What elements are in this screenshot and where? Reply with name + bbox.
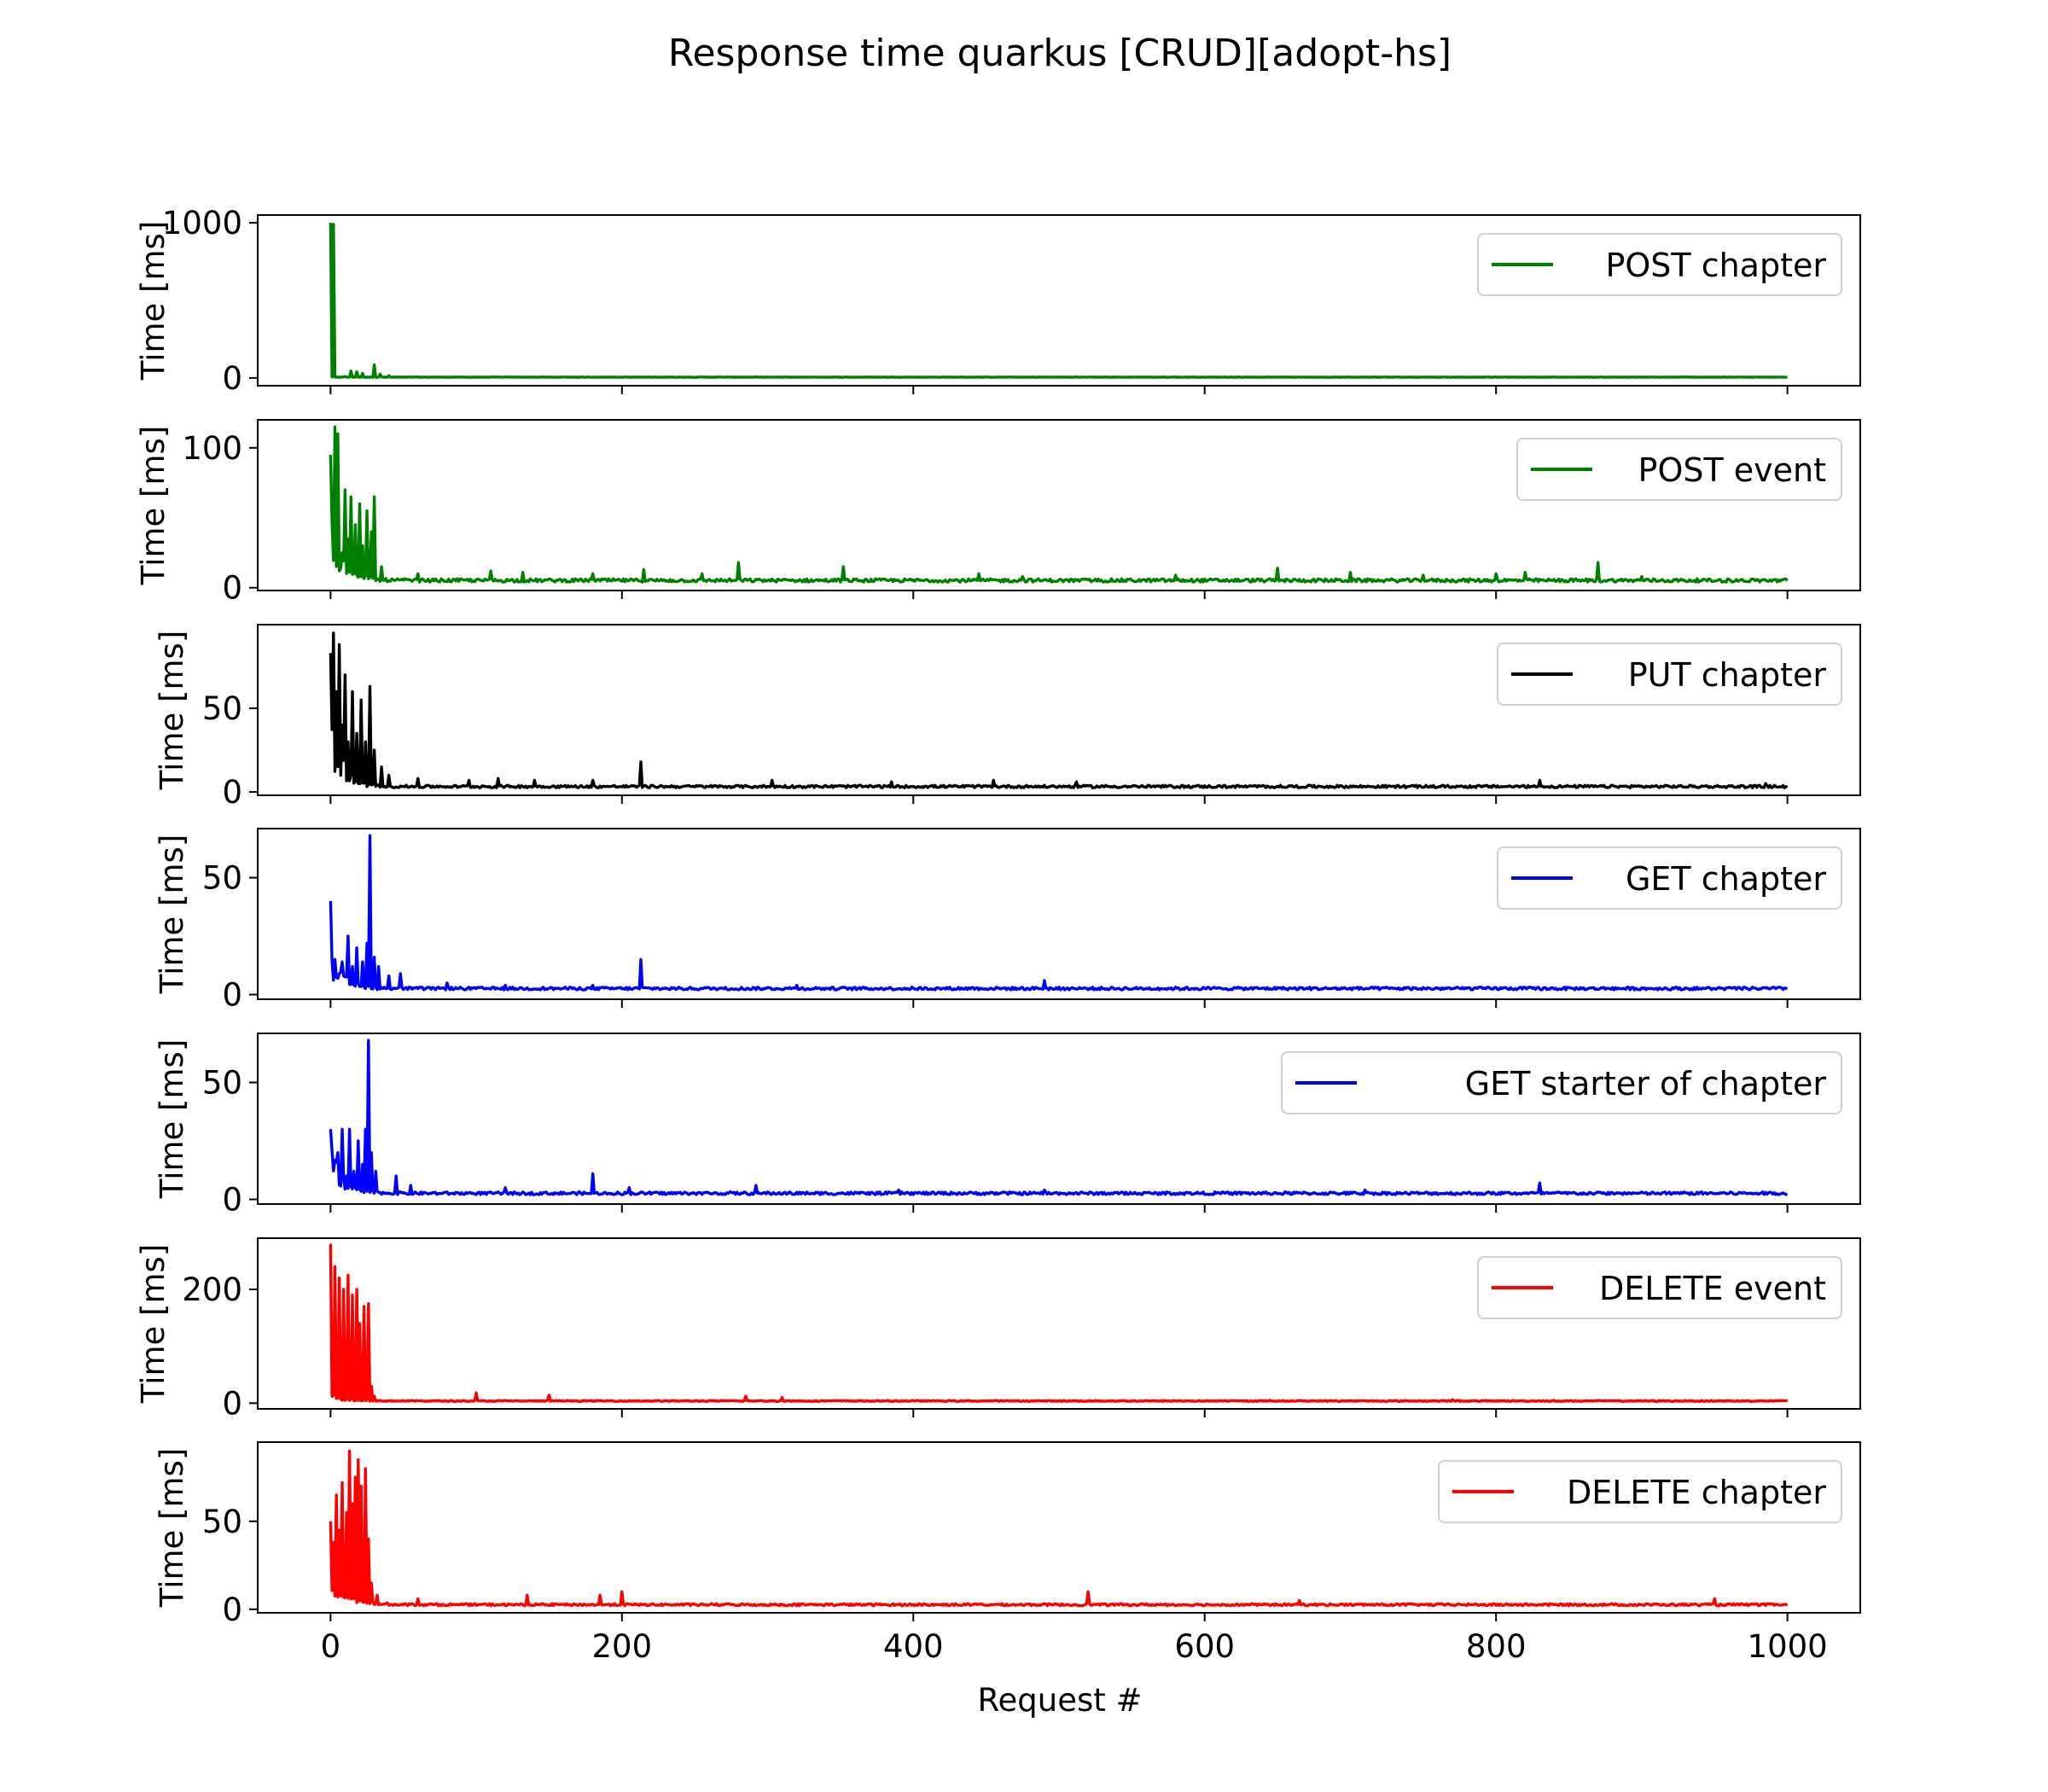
series-line bbox=[329, 223, 1788, 379]
legend: GET chapter bbox=[1497, 847, 1842, 910]
legend-label: GET starter of chapter bbox=[1465, 1065, 1827, 1103]
legend-label: POST event bbox=[1638, 451, 1826, 489]
y-tick-label: 1000 bbox=[162, 205, 242, 241]
x-tick-label: 800 bbox=[1466, 1628, 1527, 1665]
y-axis-label: Time [ms] bbox=[154, 1448, 190, 1609]
y-tick-label: 0 bbox=[222, 1385, 242, 1422]
y-tick-label: 0 bbox=[222, 1591, 242, 1628]
legend: POST event bbox=[1516, 438, 1842, 501]
y-tick-label: 0 bbox=[222, 977, 242, 1014]
subplot-5: 0 50 Time [ms] GET starter of chapter bbox=[154, 1033, 1861, 1219]
y-axis-label: Time [ms] bbox=[154, 1039, 190, 1200]
legend-box bbox=[1497, 643, 1842, 706]
legend-box bbox=[1477, 1256, 1842, 1319]
subplot-7: 0 50 0 200 400 600 800 1000 Time [ms] DELETE chap… bbox=[154, 1441, 1861, 1665]
axes-frame bbox=[257, 214, 1861, 387]
axes-frame bbox=[257, 1441, 1861, 1614]
legend: PUT chapter bbox=[1497, 643, 1842, 706]
y-axis-label: Time [ms] bbox=[135, 426, 172, 586]
axes-frame bbox=[257, 1033, 1861, 1205]
legend-box bbox=[1477, 233, 1842, 296]
subplot-2: 0 100 Time [ms] POST event bbox=[135, 419, 1861, 607]
y-axis-label: Time [ms] bbox=[154, 631, 190, 791]
legend-label: DELETE event bbox=[1599, 1270, 1826, 1307]
y-axis-label: Time [ms] bbox=[135, 221, 172, 381]
chart-title: Response time quarkus [CRUD][adopt-hs] bbox=[668, 32, 1452, 75]
series-line bbox=[329, 1449, 1789, 1608]
series-line bbox=[329, 631, 1789, 789]
legend-box bbox=[1438, 1460, 1842, 1523]
axes-frame bbox=[257, 419, 1861, 591]
subplot-4: 0 50 Time [ms] GET chapter bbox=[154, 828, 1861, 1014]
y-tick-label: 0 bbox=[222, 570, 242, 607]
y-tick-label: 100 bbox=[182, 430, 242, 467]
y-axis-label: Time [ms] bbox=[135, 1244, 172, 1405]
x-tick-label: 1000 bbox=[1748, 1628, 1828, 1665]
series-line bbox=[329, 1039, 1788, 1196]
legend-box bbox=[1497, 847, 1842, 910]
legend-label: PUT chapter bbox=[1628, 656, 1827, 694]
y-tick-label: 200 bbox=[182, 1271, 242, 1308]
legend-box bbox=[1516, 438, 1842, 501]
legend-label: GET chapter bbox=[1626, 860, 1826, 898]
legend: DELETE event bbox=[1477, 1256, 1842, 1319]
y-axis-label: Time [ms] bbox=[154, 835, 190, 995]
axes-frame bbox=[257, 624, 1861, 796]
y-tick-label: 0 bbox=[222, 360, 242, 397]
legend-box bbox=[1281, 1051, 1842, 1114]
legend: GET starter of chapter bbox=[1281, 1051, 1842, 1114]
legend-label: POST chapter bbox=[1605, 247, 1826, 284]
y-tick-label: 0 bbox=[222, 1182, 242, 1219]
subplot-6: 0 200 Time [ms] DELETE event bbox=[135, 1237, 1861, 1422]
x-tick-label: 200 bbox=[592, 1628, 653, 1665]
axes-frame bbox=[257, 828, 1861, 1000]
x-axis-label: Request # bbox=[977, 1682, 1142, 1719]
x-tick-label: 400 bbox=[883, 1628, 944, 1665]
y-tick-label: 50 bbox=[202, 860, 242, 897]
legend: POST chapter bbox=[1477, 233, 1842, 296]
axes-frame bbox=[257, 1237, 1861, 1410]
subplot-3: 0 50 Time [ms] PUT chapter bbox=[154, 624, 1861, 811]
y-tick-label: 0 bbox=[222, 774, 242, 811]
y-tick-label: 50 bbox=[202, 690, 242, 727]
series-line bbox=[329, 1243, 1789, 1403]
series-line bbox=[329, 834, 1788, 992]
legend-label: DELETE chapter bbox=[1567, 1474, 1826, 1511]
legend: DELETE chapter bbox=[1438, 1460, 1842, 1523]
series-line bbox=[329, 425, 1789, 584]
x-tick-label: 600 bbox=[1174, 1628, 1235, 1665]
y-tick-label: 50 bbox=[202, 1065, 242, 1102]
x-tick-label: 0 bbox=[321, 1628, 341, 1665]
y-tick-label: 50 bbox=[202, 1504, 242, 1540]
